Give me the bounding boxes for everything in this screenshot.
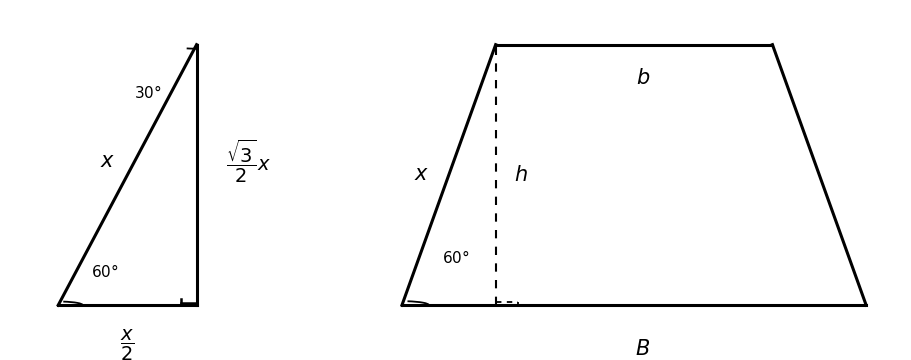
Text: $\dfrac{x}{2}$: $\dfrac{x}{2}$: [120, 328, 135, 360]
Text: $b$: $b$: [636, 68, 650, 89]
Text: $h$: $h$: [514, 165, 527, 185]
Text: $x$: $x$: [100, 152, 116, 171]
Text: $\dfrac{\sqrt{3}}{2}x$: $\dfrac{\sqrt{3}}{2}x$: [226, 138, 271, 185]
Text: $60°$: $60°$: [91, 263, 118, 280]
Text: $B$: $B$: [636, 339, 650, 359]
Text: $x$: $x$: [415, 166, 430, 184]
Text: $60°$: $60°$: [442, 249, 469, 266]
Text: $30°$: $30°$: [134, 84, 161, 100]
